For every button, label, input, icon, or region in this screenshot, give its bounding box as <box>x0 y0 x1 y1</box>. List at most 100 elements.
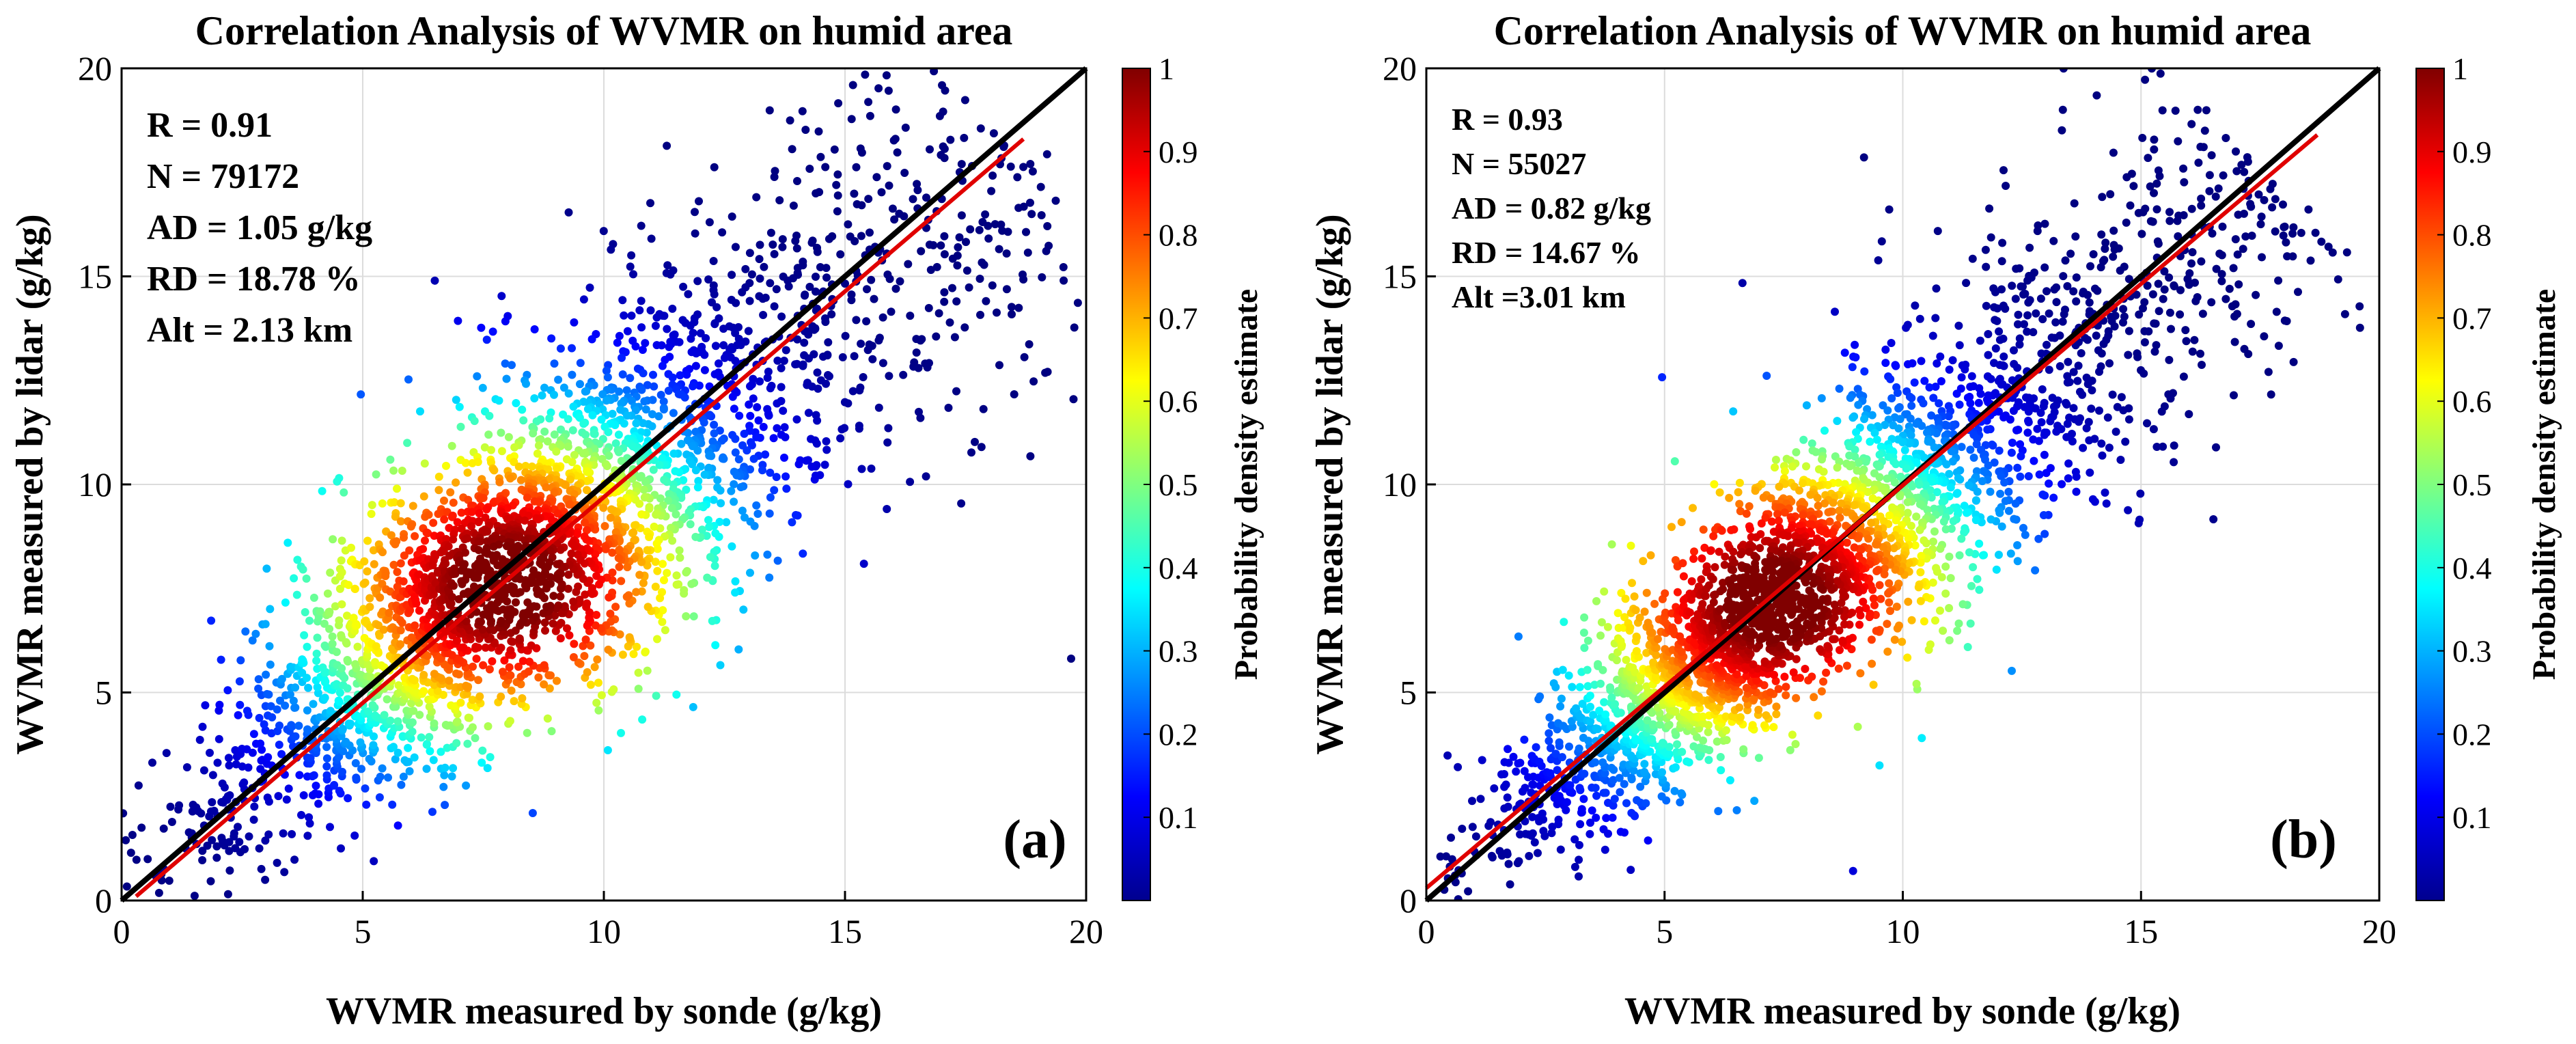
scatter-point <box>1644 836 1652 845</box>
scatter-point <box>236 700 245 709</box>
scatter-point <box>779 357 788 365</box>
scatter-point <box>195 735 204 744</box>
scatter-point <box>615 331 624 340</box>
scatter-point <box>1920 617 1928 626</box>
scatter-point <box>337 600 346 609</box>
scatter-point <box>534 673 543 682</box>
scatter-point <box>605 452 613 460</box>
scatter-point <box>2165 208 2174 217</box>
scatter-point <box>2124 506 2133 514</box>
scatter-point <box>447 772 456 781</box>
scatter-point <box>1539 815 1548 824</box>
scatter-point <box>1894 424 1903 433</box>
scatter-point <box>585 284 594 292</box>
scatter-point <box>1716 753 1725 761</box>
scatter-point <box>622 386 631 395</box>
scatter-point <box>430 670 439 678</box>
scatter-point <box>2211 192 2220 201</box>
scatter-point <box>1995 335 2004 344</box>
scatter-point <box>1999 413 2008 422</box>
scatter-point <box>940 144 949 153</box>
scatter-point <box>746 382 754 391</box>
scatter-point <box>764 368 773 376</box>
scatter-point <box>347 543 355 552</box>
scatter-point <box>551 627 560 635</box>
scatter-point <box>368 501 376 510</box>
scatter-point <box>429 756 438 765</box>
scatter-point <box>595 580 603 589</box>
scatter-point <box>1584 737 1593 745</box>
scatter-point <box>475 509 484 518</box>
scatter-point <box>658 361 667 370</box>
scatter-point <box>337 664 346 673</box>
scatter-point <box>728 542 736 551</box>
scatter-point <box>997 220 1006 229</box>
scatter-point <box>1608 813 1617 822</box>
scatter-point <box>791 236 800 245</box>
scatter-point <box>1929 394 1938 402</box>
scatter-point <box>676 371 684 380</box>
scatter-point <box>2294 288 2302 297</box>
scatter-point <box>1640 760 1649 769</box>
scatter-point <box>2165 308 2174 317</box>
scatter-point <box>1885 205 1894 214</box>
scatter-point <box>623 563 632 572</box>
scatter-point <box>1903 497 1912 506</box>
scatter-point <box>703 573 712 582</box>
x-tick-label: 10 <box>587 912 621 950</box>
scatter-point <box>451 569 460 578</box>
scatter-point <box>822 445 831 454</box>
scatter-point <box>1939 517 1948 526</box>
scatter-point <box>531 612 540 621</box>
scatter-point <box>1974 398 1983 407</box>
scatter-point <box>700 366 709 374</box>
scatter-point <box>1013 173 1022 182</box>
scatter-point <box>798 107 807 115</box>
scatter-point <box>284 784 293 793</box>
scatter-point <box>422 765 431 773</box>
scatter-point <box>1026 198 1034 207</box>
scatter-point <box>318 486 327 495</box>
scatter-point <box>582 535 591 544</box>
scatter-point <box>2237 161 2246 169</box>
scatter-point <box>423 739 431 748</box>
scatter-point <box>788 145 797 154</box>
scatter-point <box>635 571 644 579</box>
scatter-point <box>1903 653 1912 662</box>
scatter-point <box>2160 267 2169 276</box>
scatter-point <box>519 416 528 425</box>
x-tick-label: 0 <box>113 912 130 950</box>
scatter-point <box>442 461 450 470</box>
scatter-point <box>1594 725 1602 733</box>
scatter-point <box>2289 357 2298 366</box>
scatter-point <box>371 711 380 720</box>
scatter-point <box>1677 789 1686 798</box>
scatter-point <box>716 661 725 670</box>
scatter-point <box>2140 338 2149 346</box>
scatter-point <box>599 227 608 236</box>
scatter-point <box>1874 256 1883 264</box>
scatter-point <box>312 649 321 658</box>
scatter-point <box>889 136 898 145</box>
scatter-point <box>350 832 359 840</box>
scatter-point <box>1659 739 1667 747</box>
scatter-point <box>656 391 665 399</box>
scatter-point <box>1603 622 1612 631</box>
scatter-point <box>2268 203 2277 212</box>
scatter-point <box>893 148 902 157</box>
scatter-point <box>2289 223 2298 232</box>
scatter-point <box>2108 390 2117 399</box>
scatter-point <box>441 559 450 568</box>
scatter-point <box>2085 436 2094 445</box>
scatter-point <box>372 642 380 650</box>
scatter-point <box>1916 558 1925 567</box>
scatter-point <box>288 829 296 838</box>
scatter-point <box>2197 257 2206 266</box>
scatter-point <box>425 702 434 711</box>
stat-rd: RD = 18.78 % <box>147 260 361 299</box>
scatter-point <box>807 463 816 471</box>
scatter-point <box>682 568 691 577</box>
scatter-point <box>743 446 751 455</box>
scatter-point <box>696 329 705 338</box>
scatter-point <box>441 801 449 810</box>
